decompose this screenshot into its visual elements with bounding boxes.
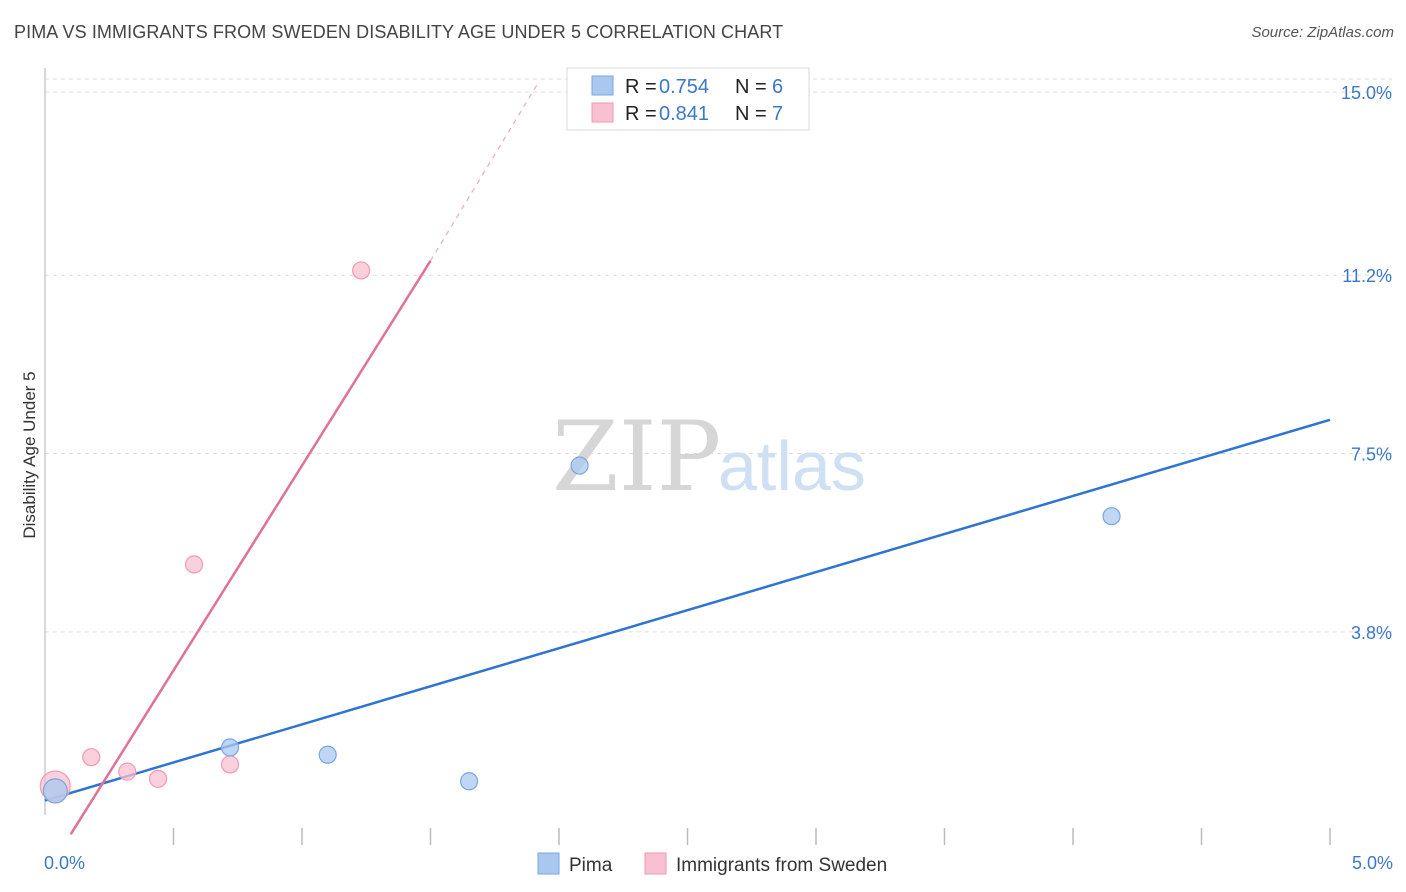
data-points bbox=[39, 261, 1121, 804]
legend: R = 0.754 N = 6 R = 0.841 N = 7 bbox=[566, 67, 810, 131]
legend-swatch bbox=[591, 75, 614, 96]
legend-n-value: 6 bbox=[772, 76, 783, 98]
legend-r-label: R = bbox=[625, 76, 657, 98]
legend-n-label: N = bbox=[735, 76, 767, 98]
bottom-legend-swatch bbox=[644, 852, 667, 875]
bottom-legend: Pima Immigrants from Sweden bbox=[537, 852, 887, 876]
legend-r-value: 0.754 bbox=[659, 76, 709, 98]
x-tick-label-start: 0.0% bbox=[44, 853, 85, 873]
bottom-legend-swatch bbox=[537, 852, 560, 875]
source-credit: Source: ZipAtlas.com bbox=[1251, 24, 1394, 41]
sweden-data-point bbox=[118, 762, 137, 781]
sweden-data-point bbox=[148, 769, 168, 788]
pima-data-point bbox=[1102, 507, 1121, 526]
y-tick-label: 3.8% bbox=[1351, 623, 1392, 643]
trend-line-pima bbox=[44, 418, 1331, 802]
pima-data-point bbox=[220, 738, 240, 757]
pima-data-point bbox=[570, 456, 589, 475]
trend-lines bbox=[44, 82, 1331, 835]
axes bbox=[44, 68, 1331, 845]
watermark-atlas: atlas bbox=[718, 427, 866, 505]
y-tick-label: 7.5% bbox=[1351, 445, 1392, 465]
watermark: ZIP atlas bbox=[552, 401, 866, 513]
x-tick-label-end: 5.0% bbox=[1352, 853, 1393, 873]
legend-n-label: N = bbox=[735, 103, 767, 125]
legend-r-label: R = bbox=[625, 103, 657, 125]
y-axis-label: Disability Age Under 5 bbox=[20, 371, 39, 538]
pima-data-point bbox=[459, 772, 479, 791]
trend-line-sweden-extension bbox=[429, 82, 539, 262]
sweden-data-point bbox=[220, 755, 240, 774]
sweden-data-point bbox=[82, 748, 101, 767]
y-tick-label: 15.0% bbox=[1341, 83, 1392, 103]
legend-r-value: 0.841 bbox=[659, 103, 709, 125]
bottom-legend-label: Pima bbox=[569, 855, 613, 876]
legend-swatch bbox=[591, 102, 614, 123]
sweden-data-point bbox=[184, 555, 204, 574]
trend-line-sweden bbox=[69, 260, 432, 835]
gridlines bbox=[45, 78, 1392, 633]
pima-data-point bbox=[42, 778, 68, 804]
tick-labels: 3.8% 7.5% 11.2% 15.0% 0.0% 5.0% bbox=[44, 83, 1393, 873]
sweden-data-point bbox=[352, 261, 371, 280]
y-tick-label: 11.2% bbox=[1342, 266, 1392, 286]
chart-title: PIMA VS IMMIGRANTS FROM SWEDEN DISABILIT… bbox=[14, 22, 784, 42]
legend-n-value: 7 bbox=[772, 103, 783, 125]
pima-data-point bbox=[318, 745, 337, 764]
bottom-legend-label: Immigrants from Sweden bbox=[676, 855, 887, 876]
